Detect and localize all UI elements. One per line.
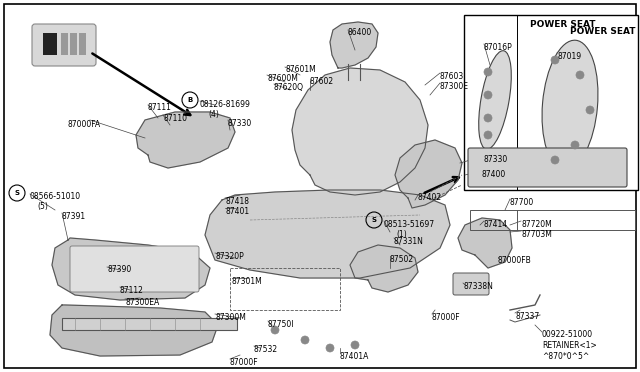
- FancyBboxPatch shape: [32, 24, 96, 66]
- FancyBboxPatch shape: [468, 148, 627, 187]
- Circle shape: [351, 341, 359, 349]
- Circle shape: [301, 336, 309, 344]
- Bar: [70, 33, 77, 55]
- Polygon shape: [292, 68, 428, 195]
- Ellipse shape: [479, 51, 511, 149]
- Text: 87330: 87330: [484, 155, 508, 164]
- Text: 87338N: 87338N: [463, 282, 493, 291]
- Text: 87000F: 87000F: [432, 313, 461, 322]
- Text: 87603: 87603: [440, 72, 464, 81]
- Text: 87301M: 87301M: [232, 277, 263, 286]
- Text: 87110: 87110: [163, 114, 187, 123]
- Text: B: B: [188, 97, 193, 103]
- Text: POWER SEAT: POWER SEAT: [530, 20, 595, 29]
- Polygon shape: [50, 305, 218, 356]
- Text: 86400: 86400: [348, 28, 372, 37]
- Text: 87600M: 87600M: [267, 74, 298, 83]
- Text: S: S: [371, 217, 376, 223]
- Text: 87502: 87502: [390, 255, 414, 264]
- Circle shape: [551, 156, 559, 164]
- Text: 87620Q: 87620Q: [274, 83, 304, 92]
- Text: 87000FA: 87000FA: [68, 120, 101, 129]
- Text: ^870*0^5^: ^870*0^5^: [542, 352, 589, 361]
- Text: 87391: 87391: [62, 212, 86, 221]
- Text: 87331N: 87331N: [394, 237, 424, 246]
- Text: 87402: 87402: [418, 193, 442, 202]
- Text: 87300EA: 87300EA: [125, 298, 159, 307]
- Bar: [464, 15, 638, 190]
- Circle shape: [571, 141, 579, 149]
- Text: 87320P: 87320P: [215, 252, 244, 261]
- Polygon shape: [136, 112, 235, 168]
- Text: (1): (1): [396, 230, 407, 239]
- Text: 87401A: 87401A: [340, 352, 369, 361]
- Circle shape: [551, 56, 559, 64]
- FancyBboxPatch shape: [62, 318, 237, 330]
- Text: 87602: 87602: [310, 77, 334, 86]
- Text: 00922-51000: 00922-51000: [542, 330, 593, 339]
- Text: 87000FB: 87000FB: [498, 256, 532, 265]
- Text: (4): (4): [208, 110, 219, 119]
- Text: 87111: 87111: [148, 103, 172, 112]
- Text: 87337: 87337: [515, 312, 540, 321]
- Text: 08513-51697: 08513-51697: [384, 220, 435, 229]
- Text: 87000F: 87000F: [230, 358, 259, 367]
- Text: 87300M: 87300M: [215, 313, 246, 322]
- Bar: [230, 268, 340, 310]
- Polygon shape: [458, 218, 512, 268]
- Text: 08126-81699: 08126-81699: [200, 100, 251, 109]
- Polygon shape: [330, 22, 378, 68]
- Circle shape: [484, 91, 492, 99]
- Bar: [61, 33, 68, 55]
- Circle shape: [484, 114, 492, 122]
- FancyBboxPatch shape: [70, 246, 199, 292]
- Text: 87112: 87112: [120, 286, 144, 295]
- Text: 87418: 87418: [225, 197, 249, 206]
- Circle shape: [271, 326, 279, 334]
- Text: 87016P: 87016P: [484, 43, 513, 52]
- Polygon shape: [395, 140, 462, 208]
- FancyBboxPatch shape: [453, 273, 489, 295]
- Circle shape: [484, 68, 492, 76]
- Text: 87330: 87330: [228, 119, 252, 128]
- Text: POWER SEAT: POWER SEAT: [570, 27, 636, 36]
- Polygon shape: [205, 190, 450, 278]
- Text: RETAINER<1>: RETAINER<1>: [542, 341, 596, 350]
- Text: 87703M: 87703M: [521, 230, 552, 239]
- Text: S: S: [15, 190, 19, 196]
- Text: 87019: 87019: [557, 52, 581, 61]
- Circle shape: [484, 131, 492, 139]
- Text: 87400: 87400: [481, 170, 505, 179]
- Circle shape: [586, 106, 594, 114]
- Text: 87401: 87401: [225, 207, 249, 216]
- Bar: [79, 33, 86, 55]
- Text: 87750I: 87750I: [268, 320, 294, 329]
- Bar: [470, 210, 635, 230]
- Bar: [43, 33, 57, 55]
- Ellipse shape: [542, 40, 598, 170]
- Circle shape: [326, 344, 334, 352]
- Text: 87532: 87532: [254, 345, 278, 354]
- Text: 87390: 87390: [107, 265, 131, 274]
- Text: 87414: 87414: [484, 220, 508, 229]
- Text: 87720M: 87720M: [521, 220, 552, 229]
- Text: (5): (5): [37, 202, 48, 211]
- Text: 87300E: 87300E: [440, 82, 469, 91]
- Polygon shape: [350, 245, 418, 292]
- Text: 87601M: 87601M: [285, 65, 316, 74]
- Circle shape: [576, 71, 584, 79]
- Text: 08566-51010: 08566-51010: [30, 192, 81, 201]
- Polygon shape: [52, 238, 210, 300]
- Text: 87700: 87700: [510, 198, 534, 207]
